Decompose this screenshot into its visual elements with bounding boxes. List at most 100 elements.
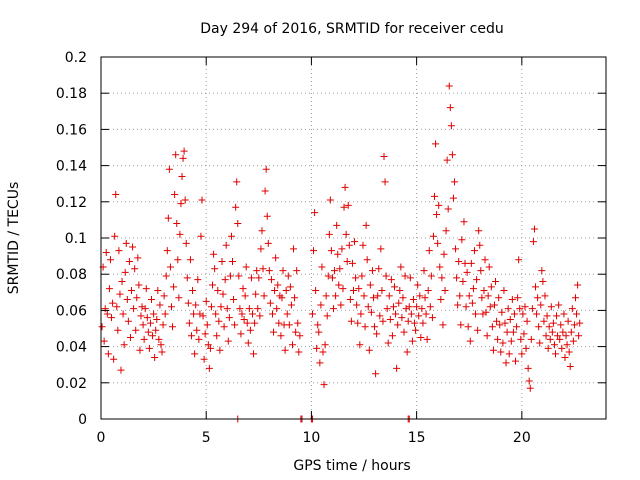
data-point xyxy=(419,319,427,327)
data-point xyxy=(315,328,323,336)
data-point xyxy=(261,187,269,195)
data-point xyxy=(103,310,111,318)
data-point xyxy=(566,363,574,371)
data-point xyxy=(105,285,113,293)
data-point xyxy=(123,296,131,304)
data-point xyxy=(222,241,230,249)
data-point xyxy=(173,220,181,228)
data-point xyxy=(122,239,130,247)
data-point xyxy=(556,335,564,343)
data-point xyxy=(546,335,554,343)
y-axis-label: SRMTID / TECUs xyxy=(6,182,22,295)
data-point xyxy=(527,335,535,343)
data-point xyxy=(117,366,125,374)
data-point xyxy=(120,341,128,349)
data-point xyxy=(524,364,532,372)
data-point xyxy=(559,328,567,336)
data-point xyxy=(473,276,481,284)
data-point xyxy=(532,283,540,291)
data-point xyxy=(175,294,183,302)
data-point xyxy=(156,301,164,309)
data-point xyxy=(215,317,223,325)
data-point xyxy=(397,263,405,271)
data-point xyxy=(230,296,238,304)
data-point xyxy=(483,332,491,340)
data-point xyxy=(515,256,523,264)
data-point xyxy=(178,172,186,180)
data-point xyxy=(312,286,320,294)
data-point xyxy=(264,239,272,247)
data-point xyxy=(229,258,237,266)
data-point xyxy=(161,310,169,318)
data-point xyxy=(144,328,152,336)
data-point xyxy=(420,267,428,275)
data-point xyxy=(547,303,555,311)
data-point xyxy=(539,277,547,285)
data-point xyxy=(266,299,274,307)
data-point xyxy=(124,317,132,325)
data-point xyxy=(504,305,512,313)
data-point xyxy=(336,265,344,273)
data-point xyxy=(141,305,149,313)
data-point xyxy=(171,191,179,199)
data-point xyxy=(416,292,424,300)
data-point xyxy=(317,301,325,309)
data-point xyxy=(429,232,437,240)
data-point xyxy=(251,319,259,327)
data-point xyxy=(405,303,413,311)
data-point xyxy=(517,335,525,343)
data-point xyxy=(185,319,193,327)
data-point xyxy=(529,238,537,246)
y-tick-label: 0.1 xyxy=(65,231,87,247)
data-point xyxy=(186,256,194,264)
data-point xyxy=(165,165,173,173)
data-point xyxy=(501,319,509,327)
y-tick-label: 0.18 xyxy=(56,86,87,102)
data-point xyxy=(291,294,299,302)
data-point xyxy=(273,305,281,313)
data-point xyxy=(448,151,456,159)
data-point xyxy=(275,319,283,327)
data-point xyxy=(172,151,180,159)
data-point xyxy=(290,245,298,253)
data-point xyxy=(381,178,389,186)
data-point xyxy=(474,326,482,334)
data-point xyxy=(253,267,261,275)
data-point xyxy=(177,200,185,208)
data-point xyxy=(316,359,324,367)
data-point xyxy=(433,210,441,218)
data-point xyxy=(270,328,278,336)
data-point xyxy=(334,250,342,258)
data-point xyxy=(252,290,260,298)
data-point xyxy=(240,315,248,323)
data-point xyxy=(505,350,513,358)
data-point xyxy=(438,274,446,282)
data-point xyxy=(484,292,492,300)
data-point xyxy=(523,317,531,325)
data-point xyxy=(360,292,368,300)
data-point xyxy=(101,305,109,313)
data-point xyxy=(218,258,226,266)
data-point xyxy=(500,286,508,294)
data-point xyxy=(575,332,583,340)
data-point xyxy=(485,263,493,271)
data-point xyxy=(210,250,218,258)
data-point xyxy=(488,323,496,331)
data-point xyxy=(241,292,249,300)
data-point xyxy=(102,248,110,256)
data-point xyxy=(341,183,349,191)
data-point xyxy=(516,305,524,313)
data-point xyxy=(162,272,170,280)
data-point xyxy=(428,314,436,322)
data-point xyxy=(570,321,578,329)
data-point xyxy=(310,247,318,255)
data-point xyxy=(423,335,431,343)
x-tick-label: 15 xyxy=(408,430,426,446)
data-point xyxy=(176,230,184,238)
data-point xyxy=(351,238,359,246)
data-point xyxy=(508,296,516,304)
data-point xyxy=(502,359,510,367)
data-point xyxy=(272,254,280,262)
data-point xyxy=(239,285,247,293)
data-point xyxy=(454,301,462,309)
